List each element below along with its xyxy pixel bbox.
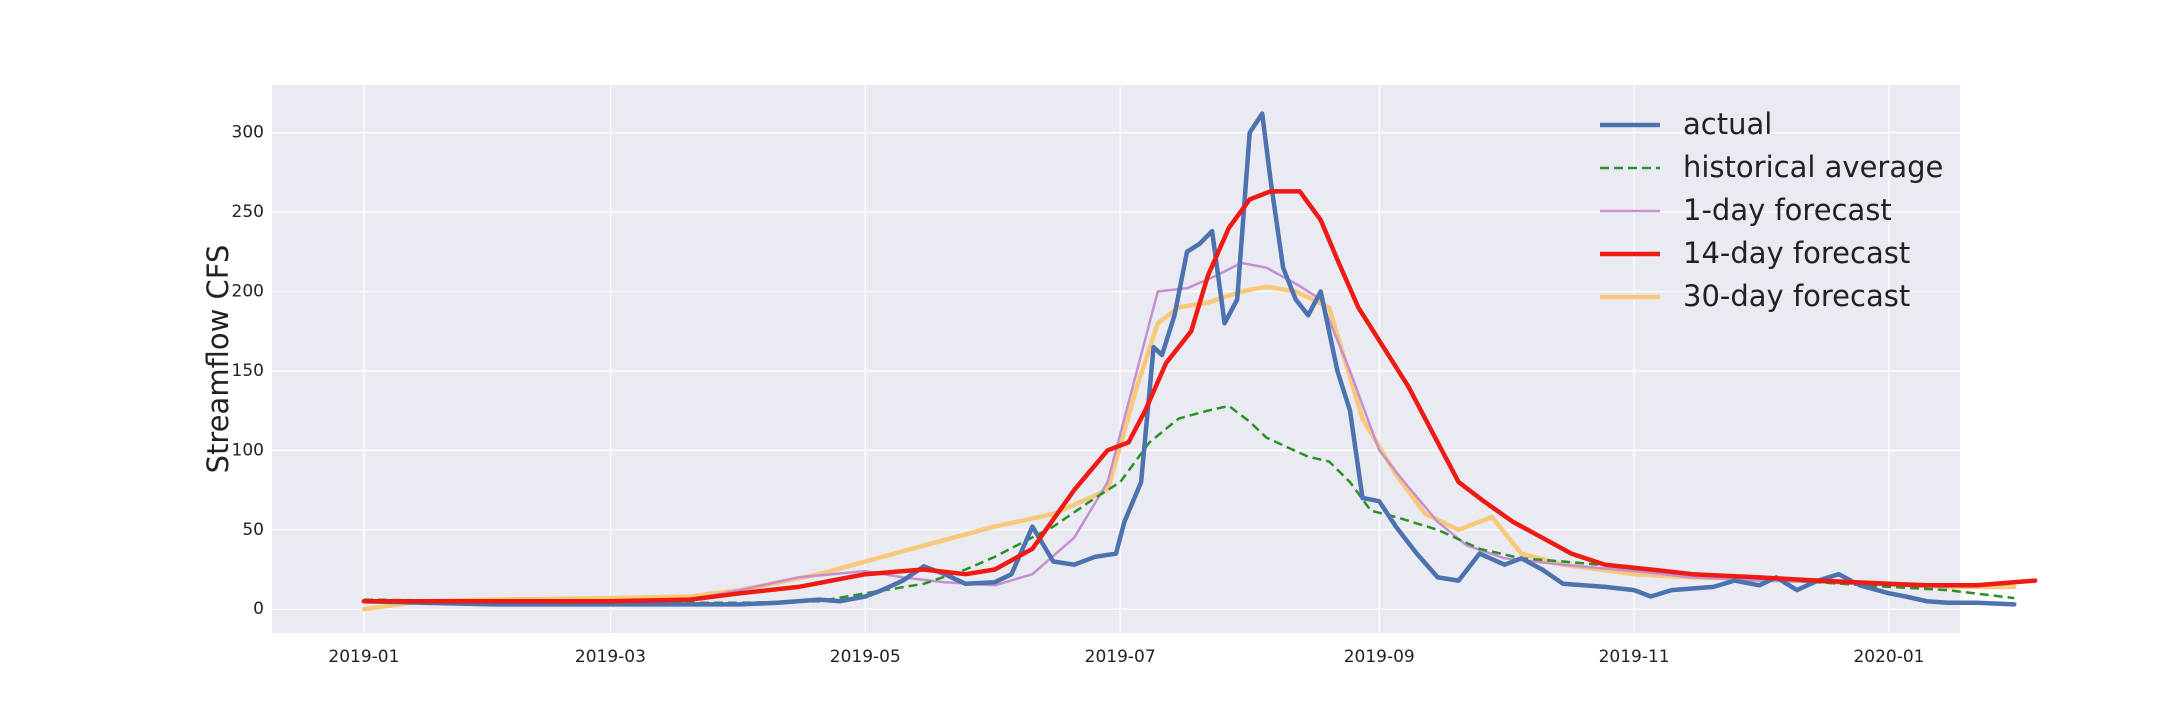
y-tick-label: 150 bbox=[232, 361, 264, 381]
series-line-actual bbox=[361, 111, 2017, 607]
x-tick-label: 2020-01 bbox=[1853, 647, 1924, 667]
y-axis-label: Streamflow CFS bbox=[201, 245, 235, 474]
y-tick-label: 0 bbox=[253, 599, 264, 619]
x-tick-label: 2019-03 bbox=[575, 647, 646, 667]
y-axis-ticks: 0 50 100 150 200 250 300 bbox=[232, 123, 264, 620]
x-axis-ticks: 2019-01 2019-03 2019-05 2019-07 2019-09 2019-… bbox=[328, 647, 1924, 667]
plot-area bbox=[272, 85, 1960, 633]
x-tick-label: 2019-01 bbox=[328, 647, 399, 667]
legend-label: historical average bbox=[1683, 150, 1943, 184]
y-tick-label: 300 bbox=[232, 123, 264, 143]
legend-label: 30-day forecast bbox=[1683, 279, 1910, 313]
x-tick-label: 2019-11 bbox=[1599, 647, 1670, 667]
y-tick-label: 250 bbox=[232, 202, 264, 222]
series-layer bbox=[361, 111, 2038, 612]
legend-label: 1-day forecast bbox=[1683, 193, 1892, 227]
legend: actual historical average 1-day forecast 14… bbox=[1600, 107, 1943, 313]
series-line-1-day-forecast bbox=[362, 261, 1949, 603]
series-line-14-day-forecast bbox=[361, 189, 2038, 604]
x-tick-label: 2019-09 bbox=[1344, 647, 1415, 667]
legend-label: actual bbox=[1683, 107, 1772, 141]
y-tick-label: 50 bbox=[242, 520, 264, 540]
y-tick-label: 100 bbox=[232, 440, 264, 460]
x-tick-label: 2019-07 bbox=[1085, 647, 1156, 667]
legend-label: 14-day forecast bbox=[1683, 236, 1910, 270]
x-tick-label: 2019-05 bbox=[830, 647, 901, 667]
y-tick-label: 200 bbox=[232, 281, 264, 301]
